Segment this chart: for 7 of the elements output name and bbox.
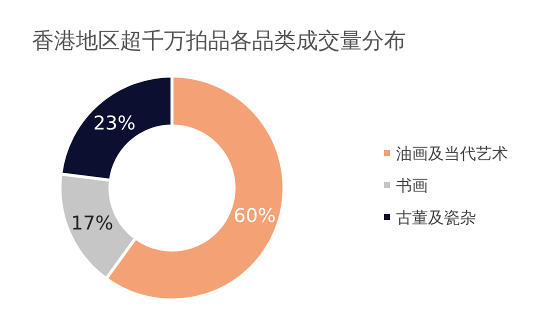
data-label: 17%: [71, 212, 114, 235]
data-label: 60%: [234, 204, 276, 227]
legend-label: 油画及当代艺术: [396, 144, 508, 163]
data-label: 23%: [93, 112, 136, 135]
chart-title: 香港地区超千万拍品各品类成交量分布: [32, 29, 406, 54]
legend-label: 书画: [396, 176, 428, 195]
legend-label: 古董及瓷杂: [396, 208, 476, 227]
